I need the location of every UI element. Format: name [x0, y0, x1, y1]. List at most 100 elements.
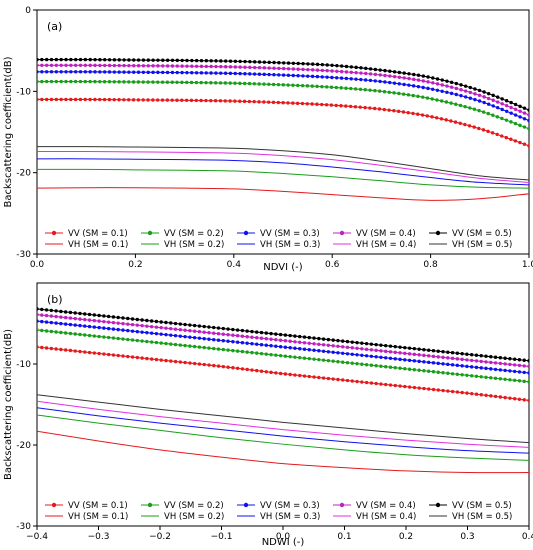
series-marker — [416, 78, 421, 82]
series-marker — [64, 57, 68, 62]
series-marker — [112, 70, 117, 74]
series-marker — [40, 63, 44, 68]
series-marker — [482, 95, 486, 99]
series-marker — [87, 318, 92, 322]
chart-panel-0: 0.0 0.2 0.4 0.6 0.8 1.0 -30 -20 -10 0 NDVI (-) Back… — [3, 6, 533, 273]
series-marker — [459, 88, 463, 92]
series-marker — [272, 60, 276, 65]
series-marker — [92, 313, 97, 317]
series-marker — [278, 371, 283, 376]
series-marker — [49, 346, 54, 351]
series-marker — [504, 99, 509, 103]
series-marker — [344, 104, 348, 108]
series-marker — [106, 320, 111, 324]
series-marker — [417, 368, 421, 372]
series-marker — [238, 71, 242, 76]
series-marker — [221, 364, 226, 369]
series-0 — [37, 345, 529, 403]
series-marker — [78, 70, 83, 74]
series-marker — [252, 99, 256, 104]
series-marker — [454, 102, 458, 106]
series-marker — [199, 71, 204, 75]
series-marker — [360, 353, 364, 357]
series-marker — [317, 349, 321, 353]
series-marker — [257, 65, 262, 70]
series-marker — [527, 371, 529, 375]
series-marker — [486, 111, 490, 116]
x-tick-label: −0.4 — [26, 532, 48, 542]
legend-label: VV (SM = 0.5) — [452, 229, 512, 239]
series-marker — [430, 97, 434, 101]
series-marker — [135, 317, 140, 322]
series-marker — [54, 57, 59, 62]
series-marker — [339, 104, 343, 108]
series-marker — [468, 85, 473, 90]
series-marker — [151, 98, 155, 102]
series-marker — [449, 91, 454, 96]
series-marker — [286, 83, 290, 87]
series-marker — [331, 338, 335, 342]
series-marker — [301, 74, 305, 78]
series-marker — [300, 83, 305, 88]
series-marker — [190, 71, 194, 75]
series-marker — [130, 317, 135, 321]
series-marker — [368, 106, 372, 110]
series-marker — [204, 59, 209, 63]
series-marker — [345, 360, 350, 365]
series-marker — [454, 86, 459, 91]
series-marker — [243, 72, 247, 76]
series-marker — [522, 398, 526, 402]
series-marker — [368, 67, 373, 71]
series-marker — [156, 58, 160, 62]
series-marker — [421, 95, 425, 99]
series-marker — [130, 355, 135, 359]
series-marker — [426, 354, 431, 358]
series-marker — [374, 381, 378, 386]
series-marker — [503, 368, 507, 373]
series-marker — [321, 349, 326, 353]
series-marker — [493, 367, 498, 372]
series-marker — [40, 328, 44, 333]
series-marker — [286, 73, 291, 77]
series-marker — [44, 97, 49, 102]
series-marker — [517, 397, 522, 401]
legend-label: VV (SM = 0.5) — [452, 501, 512, 511]
legend-label: VH (SM = 0.1) — [68, 240, 128, 250]
series-marker — [489, 355, 493, 359]
series-marker — [393, 357, 397, 361]
series-marker — [107, 70, 112, 74]
series-marker — [517, 370, 522, 374]
series-marker — [202, 345, 206, 350]
series-marker — [194, 98, 198, 103]
series-marker — [204, 98, 208, 103]
series-marker — [165, 98, 170, 102]
series-marker — [165, 58, 170, 62]
series-marker — [126, 322, 130, 326]
series-marker — [339, 76, 344, 80]
series-marker — [495, 95, 500, 99]
series-marker — [288, 346, 292, 350]
series-marker — [106, 326, 111, 331]
series-marker — [377, 107, 382, 111]
series-marker — [373, 67, 378, 72]
series-line — [37, 314, 529, 367]
series-marker — [350, 346, 354, 350]
series-marker — [283, 354, 288, 358]
series-marker — [412, 368, 417, 372]
series-marker — [88, 97, 92, 102]
series-marker — [164, 332, 168, 337]
series-marker — [493, 355, 498, 359]
series-marker — [269, 337, 273, 341]
series-marker — [477, 93, 482, 98]
series-marker — [199, 64, 204, 69]
series-marker — [345, 378, 350, 383]
series-marker — [412, 359, 417, 363]
series-marker — [431, 348, 436, 353]
series-marker — [262, 66, 267, 70]
series-marker — [40, 307, 44, 312]
series-line — [37, 71, 529, 122]
series-marker — [269, 344, 273, 348]
series-marker — [301, 61, 305, 66]
series-marker — [355, 353, 359, 357]
series-marker — [78, 63, 83, 67]
